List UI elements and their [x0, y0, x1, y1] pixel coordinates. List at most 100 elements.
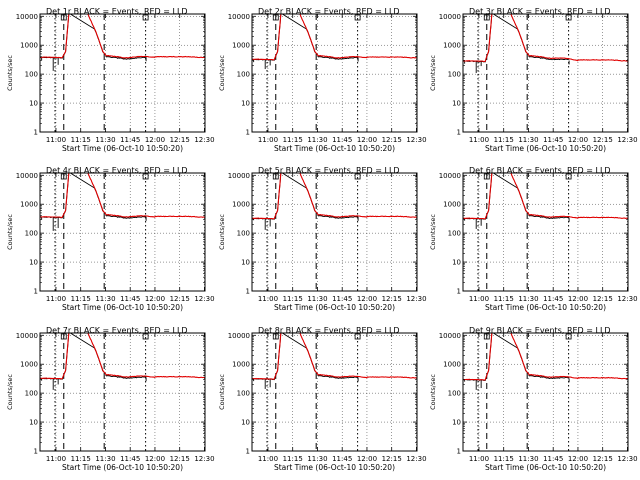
panel-plot-area — [252, 14, 417, 70]
x-tick-label: 11:30 — [95, 455, 115, 463]
x-tick-label: 12:00 — [357, 295, 377, 303]
panel-plot-area — [463, 333, 628, 390]
x-tick-label: 11:45 — [120, 455, 140, 463]
square-marker — [354, 14, 361, 21]
y-tick-label: 10 — [452, 100, 461, 108]
square-marker — [565, 333, 572, 340]
x-axis-label: Start Time (06-Oct-10 10:50:20) — [62, 144, 183, 153]
y-axis-label: Counts/sec — [429, 55, 437, 91]
panel-4: 1 10 100 1000 10000 11:00 11:15 11:30 11:45 12:00… — [6, 166, 215, 312]
x-tick-label: 11:45 — [120, 136, 140, 144]
x-tick-label: 11:00 — [469, 455, 489, 463]
y-axis-label: Counts/sec — [429, 374, 437, 410]
x-tick-label: 12:30 — [617, 295, 637, 303]
lld-series-line — [463, 173, 628, 220]
x-tick-label: 11:45 — [120, 295, 140, 303]
square-marker — [142, 173, 149, 180]
x-tick-label: 11:30 — [95, 295, 115, 303]
panel-plot-area — [40, 333, 205, 390]
x-tick-label: 11:15 — [283, 295, 303, 303]
x-tick-label: 12:00 — [145, 136, 165, 144]
y-tick-label: 100 — [237, 390, 250, 398]
panel-grid — [40, 333, 205, 452]
panel-title: Det 9r BLACK = Events, RED = LLD — [469, 326, 611, 335]
y-tick-label: 1 — [246, 288, 250, 296]
x-tick-label: 12:15 — [170, 455, 190, 463]
x-axis-label: Start Time (06-Oct-10 10:50:20) — [274, 144, 395, 153]
panel-plot-area — [463, 173, 628, 229]
y-tick-label: 100 — [25, 71, 38, 79]
y-tick-label: 10000 — [228, 172, 250, 180]
lld-series-line — [252, 173, 417, 220]
panel-grid — [252, 333, 417, 452]
y-tick-label: 1000 — [20, 361, 38, 369]
square-marker — [483, 173, 490, 180]
x-tick-label: 12:30 — [194, 295, 214, 303]
y-axis-label: Counts/sec — [218, 214, 226, 250]
x-tick-label: 11:15 — [71, 295, 91, 303]
y-tick-label: 10000 — [16, 13, 38, 21]
x-tick-label: 11:00 — [469, 295, 489, 303]
x-tick-label: 12:30 — [406, 455, 426, 463]
panel-plot-area — [252, 333, 417, 389]
y-tick-label: 1 — [457, 288, 461, 296]
y-tick-label: 1000 — [232, 361, 250, 369]
panel-7: 1 10 100 1000 10000 11:00 11:15 11:30 11:45 12:00… — [6, 326, 215, 472]
x-tick-label: 12:15 — [382, 136, 402, 144]
panel-title: Det 5r BLACK = Events, RED = LLD — [258, 166, 400, 175]
y-tick-label: 10000 — [16, 172, 38, 180]
x-tick-label: 12:30 — [406, 295, 426, 303]
y-tick-label: 100 — [25, 390, 38, 398]
x-tick-label: 11:15 — [283, 136, 303, 144]
panel-title: Det 1r BLACK = Events, RED = LLD — [46, 7, 188, 16]
panel-title: Det 4r BLACK = Events, RED = LLD — [46, 166, 188, 175]
x-tick-label: 12:00 — [568, 455, 588, 463]
panel-plot-area — [40, 173, 205, 231]
x-tick-label: 12:15 — [170, 295, 190, 303]
panel-grid — [40, 14, 205, 133]
x-tick-label: 11:15 — [494, 455, 514, 463]
x-tick-label: 12:15 — [382, 295, 402, 303]
panel-3: 1 10 100 1000 10000 11:00 11:15 11:30 11:45 12:00… — [429, 7, 638, 153]
y-tick-label: 100 — [448, 230, 461, 238]
panel-9: 1 10 100 1000 10000 11:00 11:15 11:30 11:45 12:00… — [429, 326, 638, 472]
x-axis-label: Start Time (06-Oct-10 10:50:20) — [485, 144, 606, 153]
y-tick-label: 1000 — [20, 42, 38, 50]
y-axis-label: Counts/sec — [218, 374, 226, 410]
x-tick-label: 11:45 — [332, 455, 352, 463]
x-tick-label: 11:15 — [494, 136, 514, 144]
panel-frame — [251, 332, 418, 452]
panel-8: 1 10 100 1000 10000 11:00 11:15 11:30 11:45 12:00… — [218, 326, 427, 472]
square-marker — [354, 173, 361, 180]
x-axis-label: Start Time (06-Oct-10 10:50:20) — [274, 303, 395, 312]
x-tick-label: 12:30 — [406, 136, 426, 144]
y-tick-label: 10 — [29, 259, 38, 267]
x-tick-label: 11:00 — [46, 136, 66, 144]
lld-series-line — [463, 333, 628, 381]
square-marker — [272, 173, 279, 180]
y-tick-label: 1000 — [443, 361, 461, 369]
x-tick-label: 12:15 — [170, 136, 190, 144]
x-tick-label: 11:45 — [543, 295, 563, 303]
x-tick-label: 12:15 — [593, 136, 613, 144]
x-tick-label: 12:30 — [194, 455, 214, 463]
x-tick-label: 11:30 — [307, 295, 327, 303]
y-tick-label: 10 — [241, 259, 250, 267]
y-tick-label: 10000 — [439, 332, 461, 340]
x-axis-label: Start Time (06-Oct-10 10:50:20) — [274, 463, 395, 472]
y-tick-label: 1000 — [443, 42, 461, 50]
y-tick-label: 10000 — [228, 13, 250, 21]
square-marker — [272, 333, 279, 340]
x-tick-label: 11:00 — [258, 295, 278, 303]
x-tick-label: 12:00 — [145, 455, 165, 463]
x-tick-label: 12:30 — [617, 455, 637, 463]
x-tick-label: 12:15 — [382, 455, 402, 463]
panel-title: Det 8r BLACK = Events, RED = LLD — [258, 326, 400, 335]
x-tick-label: 11:00 — [258, 136, 278, 144]
x-tick-label: 12:15 — [593, 455, 613, 463]
square-marker — [60, 14, 67, 21]
x-tick-label: 11:15 — [71, 455, 91, 463]
x-tick-label: 12:00 — [357, 136, 377, 144]
y-tick-label: 10000 — [16, 332, 38, 340]
y-tick-label: 10000 — [228, 332, 250, 340]
